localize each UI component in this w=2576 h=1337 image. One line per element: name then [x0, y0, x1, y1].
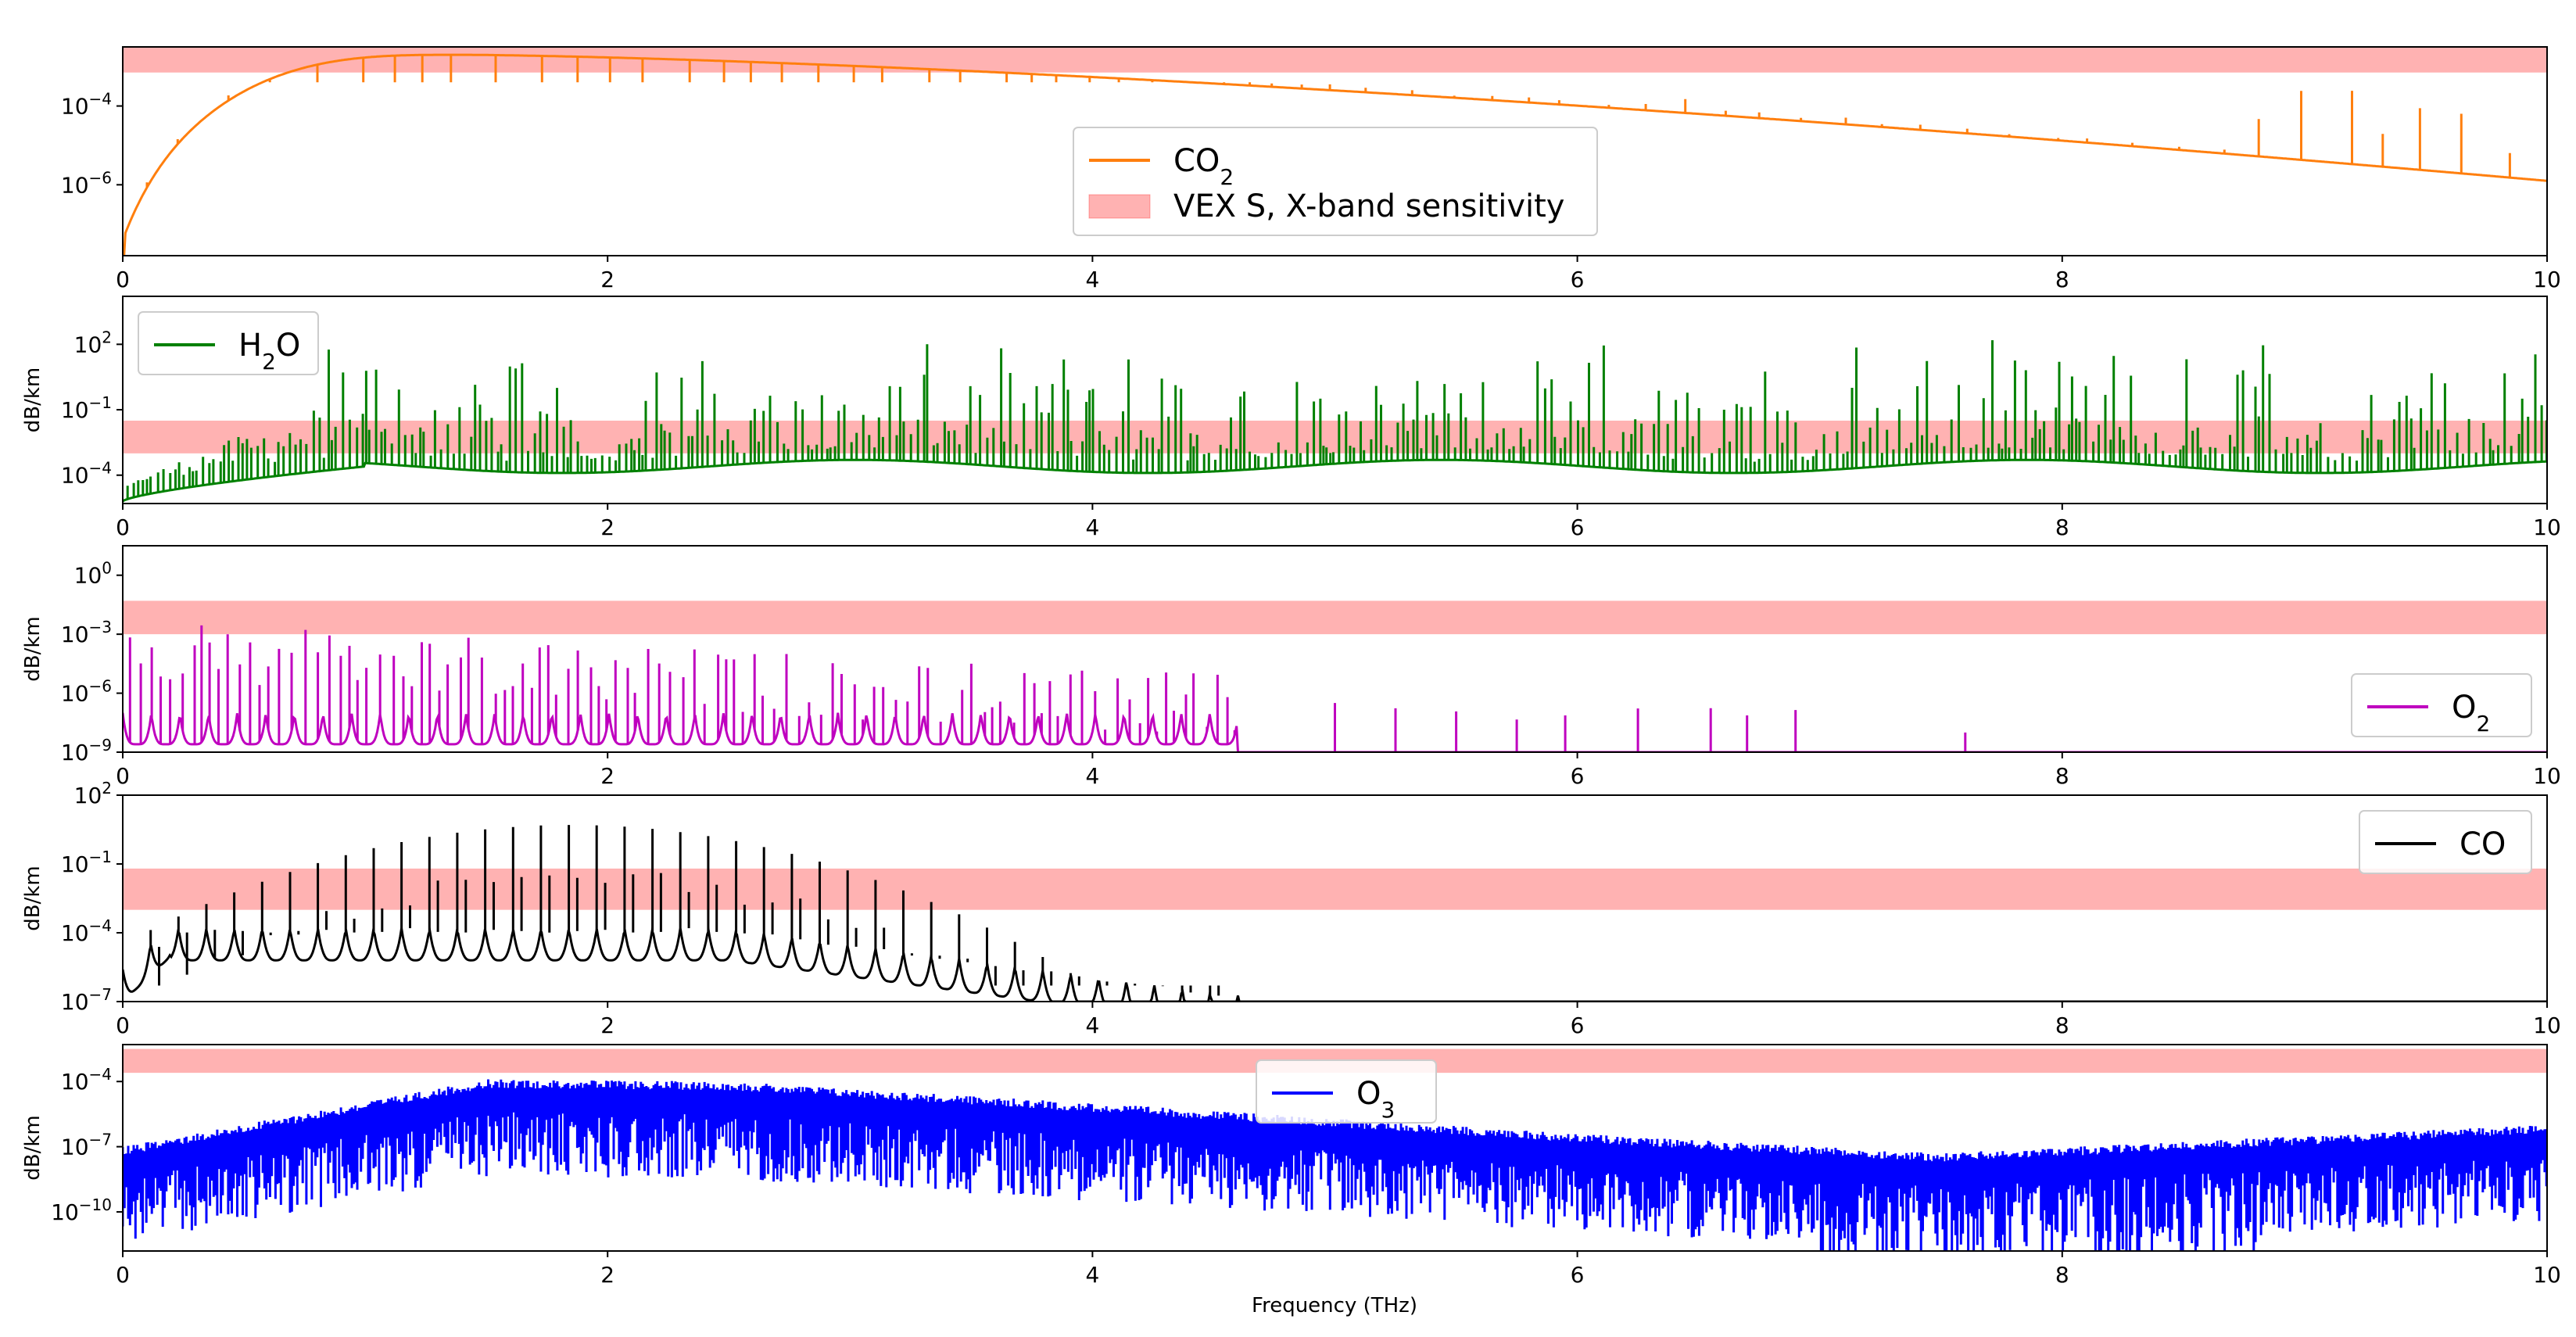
legend-series-label: CO [2460, 826, 2506, 862]
y-tick-label: 10−1 [61, 393, 112, 423]
legend: O3 [1256, 1059, 1437, 1124]
y-tick-label: 10−4 [61, 90, 112, 120]
x-tick-label: 0 [116, 763, 130, 789]
legend-series-label: O3 [1356, 1076, 1395, 1123]
panel-co: 0 2 4 6 8 10 102 10−1 10−4 10−7 dB/km CO [21, 779, 2561, 1038]
axes-frame [122, 545, 2548, 753]
legend-series-label: CO2 [1173, 143, 1234, 190]
y-tick-label: 10−1 [61, 848, 112, 877]
y-axis-title: dB/km [21, 1115, 45, 1180]
x-tick-label: 10 [2533, 1013, 2561, 1038]
x-tick-label: 2 [600, 763, 614, 789]
legend-series-label: O2 [2452, 690, 2490, 737]
x-axis-title: Frequency (THz) [1252, 1294, 1417, 1317]
x-tick-label: 2 [600, 267, 614, 292]
legend: CO [2359, 810, 2532, 874]
sensitivity-band [123, 600, 2547, 635]
series-o3-lines [123, 1079, 2547, 1251]
axes-frame [122, 794, 2548, 1002]
series-o2-baseline [123, 712, 2547, 752]
x-tick-label: 4 [1085, 267, 1099, 292]
x-tick-label: 6 [1571, 514, 1585, 540]
x-tick-label: 8 [2055, 1013, 2069, 1038]
x-tick-label: 2 [600, 1262, 614, 1288]
x-tick-label: 2 [600, 1013, 614, 1038]
series-h2o-baseline [123, 458, 2547, 503]
y-tick-label: 10−6 [61, 168, 112, 198]
axes-frame [122, 1044, 2548, 1252]
series-co2-lines [145, 55, 2511, 188]
y-axis-title: dB/km [21, 866, 45, 930]
x-tick-label: 10 [2533, 763, 2561, 789]
y-tick-label: 102 [74, 779, 112, 808]
x-tick-label: 10 [2533, 267, 2561, 292]
y-tick-label: 10−7 [61, 1131, 112, 1160]
series-co2-baseline [123, 53, 2547, 256]
sensitivity-band [123, 47, 2547, 73]
x-tick-label: 10 [2533, 514, 2561, 540]
y-tick-label: 10−6 [61, 677, 112, 707]
y-tick-label: 10−10 [51, 1195, 112, 1225]
y-tick-label: 10−3 [61, 618, 112, 647]
y-tick-label: 10−4 [61, 1065, 112, 1095]
y-tick-label: 10−4 [61, 459, 112, 489]
series-o2-lines [128, 625, 1967, 752]
series-h2o-lines [126, 340, 2547, 500]
sensitivity-band [123, 421, 2547, 453]
legend: O2 [2351, 673, 2532, 737]
y-tick-label: 10−7 [61, 985, 112, 1015]
x-tick-label: 6 [1571, 1013, 1585, 1038]
x-tick-label: 0 [116, 267, 130, 292]
x-tick-label: 8 [2055, 514, 2069, 540]
x-tick-label: 8 [2055, 1262, 2069, 1288]
x-tick-label: 0 [116, 514, 130, 540]
x-tick-label: 4 [1085, 1013, 1099, 1038]
x-tick-label: 6 [1571, 1262, 1585, 1288]
sensitivity-band [123, 868, 2547, 910]
x-tick-label: 4 [1085, 1262, 1099, 1288]
y-axis-title: dB/km [21, 367, 45, 432]
x-tick-label: 0 [116, 1013, 130, 1038]
y-axis-title: dB/km [21, 616, 45, 681]
x-tick-label: 4 [1085, 763, 1099, 789]
y-tick-label: 10−4 [61, 916, 112, 946]
legend-series-label: H2O [238, 328, 300, 375]
x-tick-label: 10 [2533, 1262, 2561, 1288]
legend-band-label: VEX S, X-band sensitivity [1173, 188, 1564, 224]
panel-o2: 0 2 4 6 8 10 100 10−3 10−6 10−9 dB/km O2 [21, 545, 2561, 789]
x-tick-label: 0 [116, 1262, 130, 1288]
panel-h2o: 0 2 4 6 8 10 102 10−1 10−4 dB/km H2O [21, 296, 2561, 540]
x-tick-label: 4 [1085, 514, 1099, 540]
legend-swatch-band [1088, 194, 1151, 219]
y-tick-label: 100 [74, 559, 112, 589]
y-tick-label: 10−9 [61, 736, 112, 765]
x-tick-label: 8 [2055, 763, 2069, 789]
x-tick-label: 6 [1571, 763, 1585, 789]
x-tick-label: 2 [600, 514, 614, 540]
legend: H2O [138, 311, 319, 375]
x-tick-label: 6 [1571, 267, 1585, 292]
axes-frame [122, 296, 2548, 504]
axes-frame [122, 46, 2548, 256]
series-co-baseline [123, 927, 2547, 1002]
x-tick-label: 8 [2055, 267, 2069, 292]
y-tick-label: 102 [74, 328, 112, 357]
series-co-lines [149, 825, 1220, 996]
